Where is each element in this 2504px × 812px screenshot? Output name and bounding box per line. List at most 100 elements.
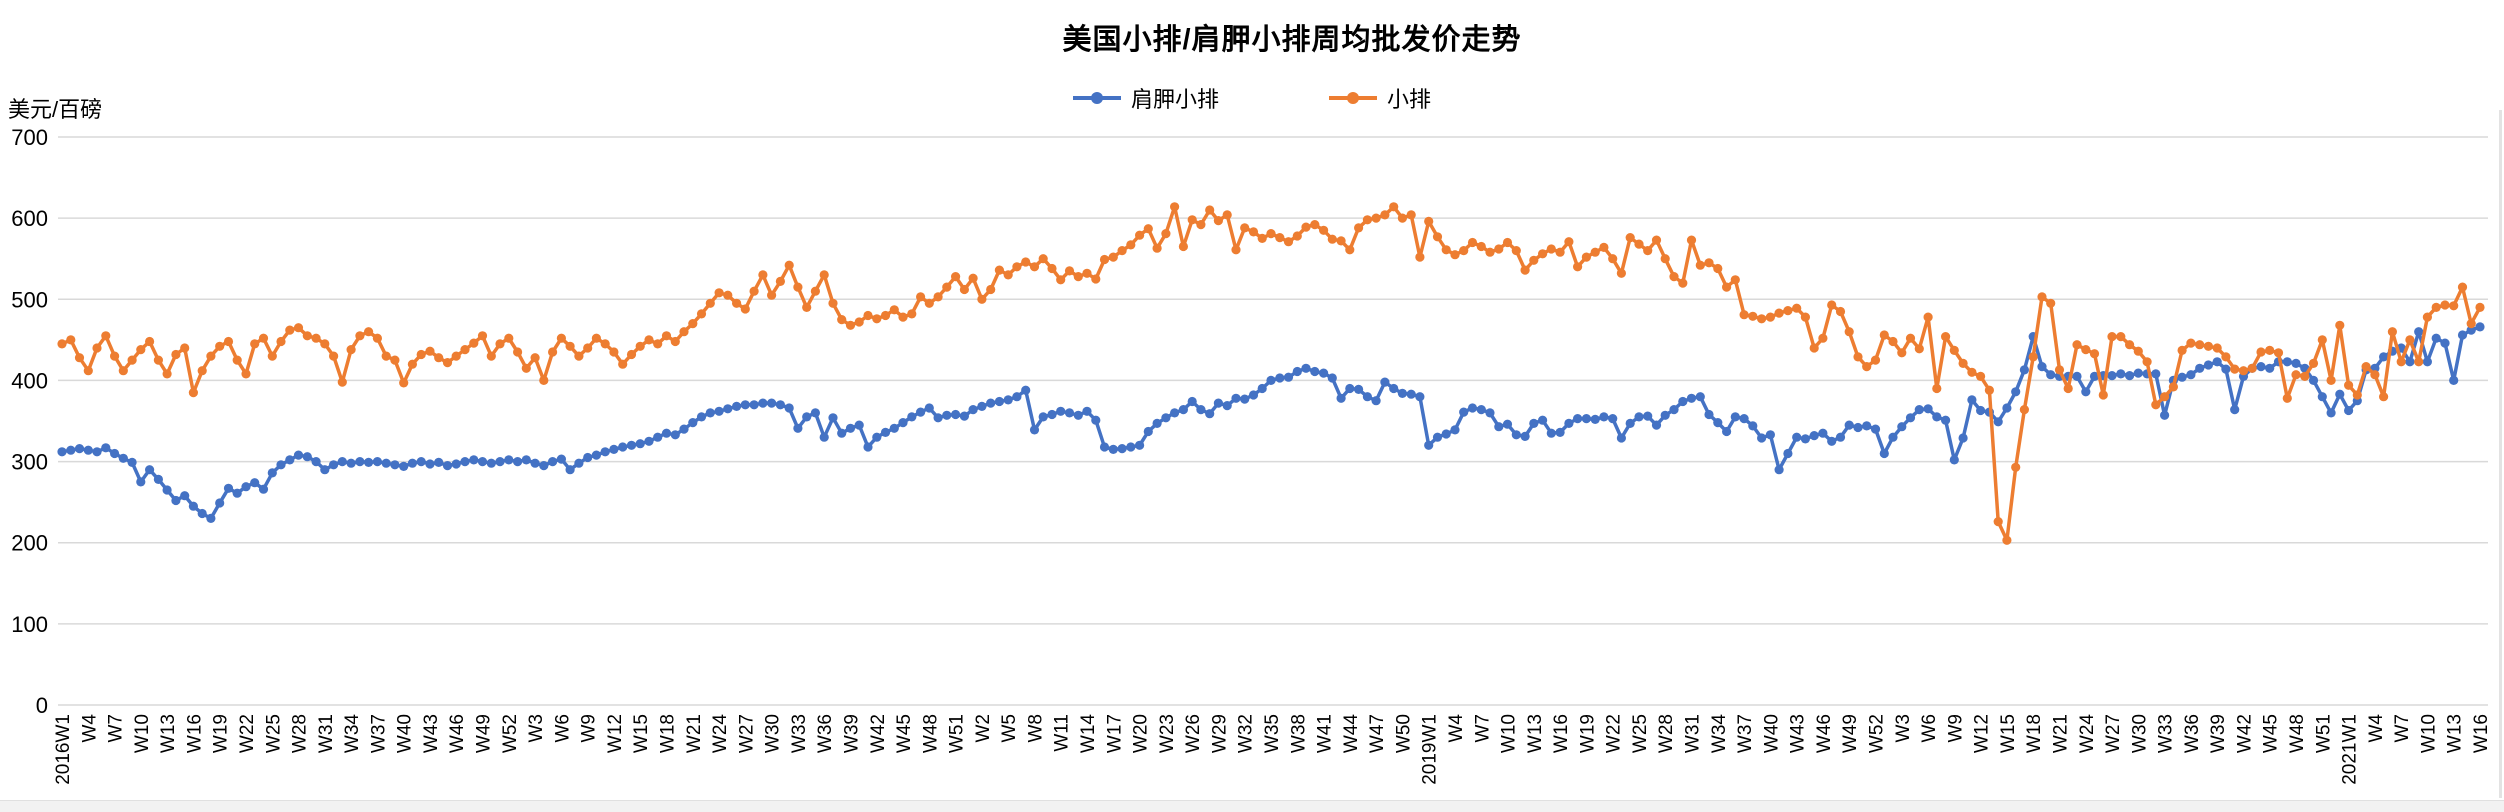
svg-text:W10: W10 [132, 714, 153, 753]
svg-text:W20: W20 [1131, 714, 1152, 753]
svg-text:400: 400 [11, 368, 48, 393]
y-axis-unit-label: 美元/百磅 [8, 97, 103, 122]
svg-text:2019W1: 2019W1 [1420, 714, 1441, 785]
svg-text:W16: W16 [184, 714, 205, 753]
svg-text:W40: W40 [395, 714, 416, 753]
svg-text:100: 100 [11, 612, 48, 637]
svg-text:W11: W11 [1052, 714, 1073, 752]
svg-text:W17: W17 [1104, 714, 1125, 753]
x-axis-labels: 2016W1 W4 W7 W10 W13 W16 W19 W22 W25 W28 W31 W34 W37… [53, 714, 2492, 785]
svg-text:W44: W44 [1341, 714, 1362, 754]
svg-text:W12: W12 [1972, 714, 1993, 753]
svg-text:W40: W40 [1761, 714, 1782, 753]
svg-text:W49: W49 [1840, 714, 1861, 753]
svg-text:W49: W49 [474, 714, 495, 753]
svg-text:W46: W46 [1814, 714, 1835, 753]
svg-text:W33: W33 [789, 714, 810, 753]
svg-text:500: 500 [11, 287, 48, 312]
svg-text:0: 0 [36, 693, 48, 718]
svg-text:W13: W13 [2445, 714, 2466, 753]
svg-text:W9: W9 [579, 714, 600, 743]
svg-text:W8: W8 [1025, 714, 1046, 743]
svg-text:W7: W7 [2392, 714, 2413, 743]
svg-text:W37: W37 [1735, 714, 1756, 753]
svg-text:W16: W16 [1551, 714, 1572, 753]
svg-text:W6: W6 [552, 714, 573, 743]
svg-text:W7: W7 [106, 714, 127, 743]
svg-text:W29: W29 [1209, 714, 1230, 753]
svg-text:W34: W34 [342, 714, 363, 754]
svg-text:W43: W43 [1788, 714, 1809, 753]
svg-text:W15: W15 [1998, 714, 2019, 753]
svg-text:W48: W48 [920, 714, 941, 753]
svg-text:W28: W28 [290, 714, 311, 753]
svg-text:W51: W51 [2313, 714, 2334, 753]
svg-text:W26: W26 [1183, 714, 1204, 753]
svg-text:W4: W4 [2366, 714, 2387, 743]
svg-text:W19: W19 [1577, 714, 1598, 753]
svg-text:W45: W45 [894, 714, 915, 753]
legend-item-rib[interactable]: 小排 [1329, 82, 1431, 114]
svg-text:W51: W51 [947, 714, 968, 753]
svg-text:W13: W13 [1525, 714, 1546, 753]
svg-text:W13: W13 [158, 714, 179, 753]
svg-text:W52: W52 [1867, 714, 1888, 753]
svg-text:W21: W21 [684, 714, 705, 753]
svg-text:W10: W10 [1499, 714, 1520, 753]
svg-text:W19: W19 [211, 714, 232, 753]
svg-text:W35: W35 [1262, 714, 1283, 753]
svg-text:W41: W41 [1315, 714, 1336, 753]
legend-item-shoulder-rib[interactable]: 肩胛小排 [1072, 82, 1219, 114]
svg-text:600: 600 [11, 206, 48, 231]
svg-text:W36: W36 [815, 714, 836, 753]
chart-title: 美国小排/肩胛小排周均批发价走势 [1062, 24, 1522, 56]
svg-text:W18: W18 [658, 714, 679, 753]
series-1 [57, 202, 2485, 545]
svg-text:700: 700 [11, 125, 48, 150]
svg-text:W34: W34 [1709, 714, 1730, 754]
svg-text:W2: W2 [973, 714, 994, 743]
svg-text:W7: W7 [1472, 714, 1493, 743]
svg-text:W22: W22 [237, 714, 258, 753]
svg-text:W30: W30 [2129, 714, 2150, 753]
svg-text:W3: W3 [526, 714, 547, 743]
svg-text:W39: W39 [841, 714, 862, 753]
legend-label: 小排 [1387, 87, 1432, 112]
line-dot-marker-icon [1072, 96, 1121, 100]
svg-text:W42: W42 [2234, 714, 2255, 753]
svg-text:W9: W9 [1945, 714, 1966, 743]
svg-text:W28: W28 [1656, 714, 1677, 753]
svg-text:2016W1: 2016W1 [53, 714, 74, 785]
svg-text:W48: W48 [2287, 714, 2308, 753]
svg-text:W31: W31 [1683, 714, 1704, 753]
svg-text:W21: W21 [2050, 714, 2071, 753]
horizontal-scrollbar-track[interactable] [0, 800, 2504, 812]
svg-text:W6: W6 [1919, 714, 1940, 743]
svg-text:W25: W25 [1630, 714, 1651, 753]
svg-text:W4: W4 [1446, 714, 1467, 743]
svg-text:W16: W16 [2471, 714, 2492, 753]
gridlines [58, 136, 2488, 706]
svg-text:W25: W25 [263, 714, 284, 753]
svg-text:W31: W31 [316, 714, 337, 753]
svg-text:W36: W36 [2182, 714, 2203, 753]
svg-text:W39: W39 [2208, 714, 2229, 753]
svg-text:W27: W27 [2103, 714, 2124, 753]
svg-text:2021W1: 2021W1 [2340, 714, 2361, 785]
svg-text:200: 200 [11, 531, 48, 556]
svg-text:W38: W38 [1288, 714, 1309, 753]
svg-text:W45: W45 [2261, 714, 2282, 753]
svg-text:W47: W47 [1367, 714, 1388, 753]
y-axis-labels: 0 100 200 300 400 500 600 700 [11, 125, 48, 718]
svg-text:W32: W32 [1236, 714, 1257, 753]
svg-text:W46: W46 [447, 714, 468, 753]
svg-text:W14: W14 [1078, 714, 1099, 754]
svg-text:W27: W27 [736, 714, 757, 753]
svg-text:W5: W5 [999, 714, 1020, 743]
right-pane-border [2499, 110, 2502, 798]
legend-label: 肩胛小排 [1130, 87, 1219, 112]
svg-text:W42: W42 [868, 714, 889, 753]
svg-text:300: 300 [11, 450, 48, 475]
svg-text:W15: W15 [631, 714, 652, 753]
